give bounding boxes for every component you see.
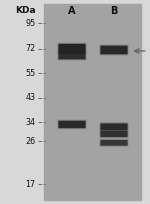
Text: 95: 95 — [25, 19, 35, 28]
FancyBboxPatch shape — [57, 52, 87, 60]
FancyBboxPatch shape — [57, 120, 87, 129]
FancyBboxPatch shape — [100, 139, 128, 147]
FancyBboxPatch shape — [58, 121, 85, 128]
FancyBboxPatch shape — [100, 131, 127, 137]
Bar — [44, 4, 141, 200]
Text: 17: 17 — [25, 180, 35, 188]
Text: 26: 26 — [25, 137, 35, 146]
FancyBboxPatch shape — [100, 122, 128, 131]
Text: 34: 34 — [25, 118, 35, 127]
Text: B: B — [110, 6, 118, 16]
FancyBboxPatch shape — [57, 43, 87, 54]
FancyBboxPatch shape — [100, 130, 128, 138]
Text: 72: 72 — [25, 44, 35, 53]
FancyBboxPatch shape — [100, 140, 127, 146]
Text: 55: 55 — [25, 69, 35, 78]
FancyBboxPatch shape — [100, 123, 127, 130]
FancyBboxPatch shape — [100, 46, 127, 54]
FancyBboxPatch shape — [58, 53, 85, 59]
Text: 43: 43 — [25, 93, 35, 102]
FancyBboxPatch shape — [58, 44, 85, 53]
Text: A: A — [68, 6, 76, 16]
FancyBboxPatch shape — [100, 45, 128, 55]
Text: KDa: KDa — [15, 6, 35, 15]
